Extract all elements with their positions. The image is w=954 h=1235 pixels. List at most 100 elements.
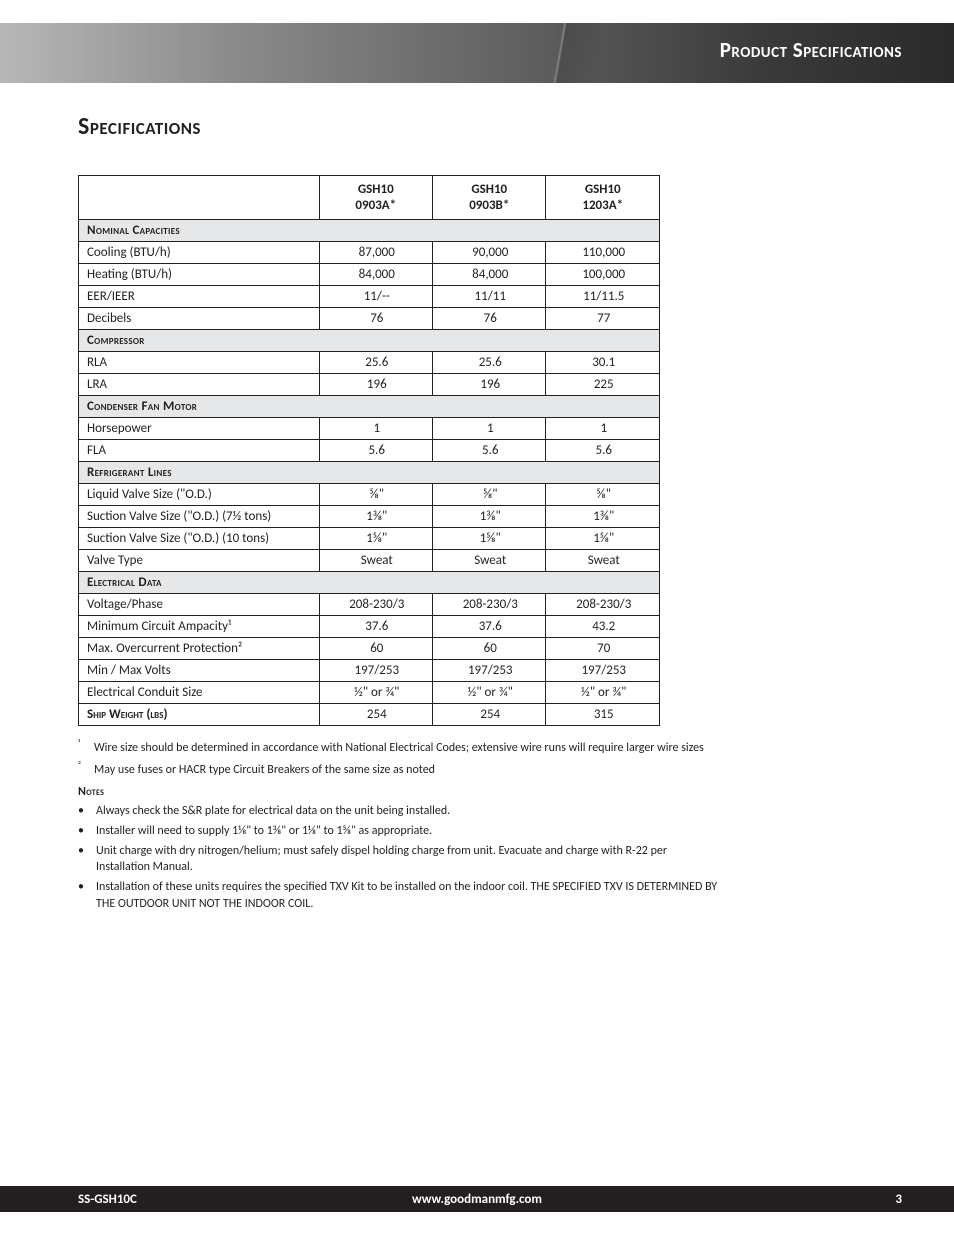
row-label: Valve Type [79,550,320,572]
table-row: Min / Max Volts197/253197/253197/253 [79,660,660,682]
table-row: LRA196196225 [79,374,660,396]
row-value: ½" or ¾" [546,682,660,704]
row-label: Suction Valve Size ("O.D.) (7½ tons) [79,506,320,528]
footnote: ²May use fuses or HACR type Circuit Brea… [78,762,718,778]
row-label: RLA [79,352,320,374]
footnote: ¹Wire size should be determined in accor… [78,740,718,756]
row-label: EER/IEER [79,286,320,308]
row-value: Sweat [433,550,546,572]
page-footer: SS-GSH10C www.goodmanmfg.com 3 [0,1186,954,1212]
row-value: 1 [433,418,546,440]
col-header-line2: 0903B* [469,198,509,213]
row-value: 196 [433,374,546,396]
row-value: 25.6 [433,352,546,374]
table-row: Suction Valve Size ("O.D.) (7½ tons)1⅜"1… [79,506,660,528]
col-header-line2: 1203A* [582,198,623,213]
table-header-row: GSH10 0903A* GSH10 0903B* GSH10 1203A* [79,176,660,220]
footer-url: www.goodmanmfg.com [412,1192,542,1207]
row-label: Voltage/Phase [79,594,320,616]
row-value: 11/11 [433,286,546,308]
row-value: ½" or ¾" [319,682,432,704]
row-value: 5.6 [319,440,432,462]
row-value: 197/253 [319,660,432,682]
col-header-line1: GSH10 [585,182,621,197]
row-value: 11/-- [319,286,432,308]
row-label: Horsepower [79,418,320,440]
row-label: Minimum Circuit Ampacity¹ [79,616,320,638]
row-value: 1 [546,418,660,440]
table-row: Liquid Valve Size ("O.D.)⅝"⅝"⅝" [79,484,660,506]
row-value: 25.6 [319,352,432,374]
footer-page-number: 3 [895,1192,902,1207]
row-label: Cooling (BTU/h) [79,242,320,264]
section-title: Condenser Fan Motor [79,396,660,418]
note-text: Unit charge with dry nitrogen/helium; mu… [96,843,718,875]
header-blank [79,176,320,220]
row-value: 1 [319,418,432,440]
table-row: Valve TypeSweatSweatSweat [79,550,660,572]
notes-heading: Notes [78,785,876,799]
note-text: Installer will need to supply 1⅛" to 1⅜"… [96,823,432,839]
page-heading: Specifications [78,112,876,141]
section-row: Condenser Fan Motor [79,396,660,418]
row-value: 77 [546,308,660,330]
row-value: 196 [319,374,432,396]
row-value: 70 [546,638,660,660]
row-value: 208-230/3 [319,594,432,616]
footnote-mark: ² [78,760,88,776]
row-label: Suction Valve Size ("O.D.) (10 tons) [79,528,320,550]
row-value: 5.6 [546,440,660,462]
table-row: Electrical Conduit Size½" or ¾"½" or ¾"½… [79,682,660,704]
row-value: 1⅜" [433,506,546,528]
row-value: 1⅝" [319,528,432,550]
row-value: 76 [433,308,546,330]
table-row: Suction Valve Size ("O.D.) (10 tons)1⅝"1… [79,528,660,550]
row-value: 254 [433,704,546,726]
table-row: Decibels767677 [79,308,660,330]
row-value: 11/11.5 [546,286,660,308]
row-value: 197/253 [546,660,660,682]
footnote-text: Wire size should be determined in accord… [94,740,704,756]
note-item: Installation of these units requires the… [78,879,718,911]
row-value: 1⅝" [546,528,660,550]
row-value: 84,000 [319,264,432,286]
col-header-2: GSH10 1203A* [546,176,660,220]
table-row: Minimum Circuit Ampacity¹37.637.643.2 [79,616,660,638]
note-text: Always check the S&R plate for electrica… [96,803,450,819]
note-text: Installation of these units requires the… [96,879,718,911]
ship-weight-row: Ship Weight (lbs)254254315 [79,704,660,726]
row-value: 60 [433,638,546,660]
row-value: 208-230/3 [433,594,546,616]
row-value: 110,000 [546,242,660,264]
section-row: Nominal Capacities [79,220,660,242]
table-row: Cooling (BTU/h)87,00090,000110,000 [79,242,660,264]
section-title: Refrigerant Lines [79,462,660,484]
col-header-line1: GSH10 [471,182,507,197]
banner-slash [520,23,600,83]
col-header-line2: 0903A* [355,198,396,213]
row-value: ⅝" [433,484,546,506]
row-value: 37.6 [319,616,432,638]
row-value: Sweat [319,550,432,572]
row-value: 87,000 [319,242,432,264]
row-value: 5.6 [433,440,546,462]
row-value: 90,000 [433,242,546,264]
section-row: Electrical Data [79,572,660,594]
row-value: ⅝" [319,484,432,506]
table-row: Max. Overcurrent Protection²606070 [79,638,660,660]
table-body: Nominal CapacitiesCooling (BTU/h)87,0009… [79,220,660,726]
row-value: 84,000 [433,264,546,286]
section-row: Compressor [79,330,660,352]
page-body: Specifications GSH10 0903A* GSH10 0903B*… [78,112,876,916]
table-row: Voltage/Phase208-230/3208-230/3208-230/3 [79,594,660,616]
col-header-line1: GSH10 [358,182,394,197]
section-title: Electrical Data [79,572,660,594]
row-value: 208-230/3 [546,594,660,616]
note-item: Installer will need to supply 1⅛" to 1⅜"… [78,823,718,839]
top-banner: Product Specifications [0,23,954,83]
row-label: Decibels [79,308,320,330]
row-value: 254 [319,704,432,726]
row-value: 1⅜" [319,506,432,528]
row-value: ⅝" [546,484,660,506]
row-value: 197/253 [433,660,546,682]
